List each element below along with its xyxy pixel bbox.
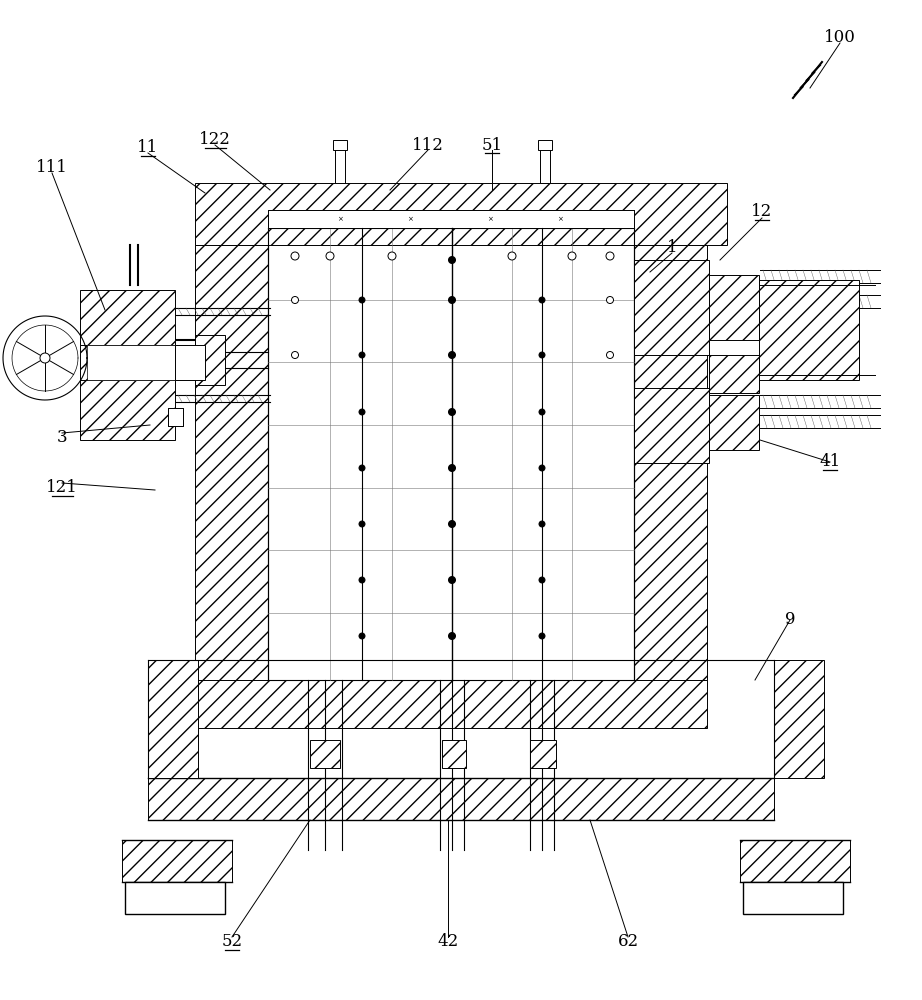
- Text: 121: 121: [46, 480, 78, 496]
- Text: 62: 62: [618, 934, 639, 950]
- Circle shape: [291, 296, 299, 304]
- Circle shape: [359, 297, 365, 303]
- Text: ×: ×: [487, 216, 493, 222]
- Bar: [168, 408, 183, 426]
- Bar: [195, 680, 707, 728]
- Bar: [80, 345, 105, 380]
- Circle shape: [359, 352, 365, 358]
- Bar: [634, 388, 709, 463]
- Circle shape: [606, 252, 614, 260]
- Bar: [148, 660, 198, 778]
- Circle shape: [539, 409, 545, 415]
- Circle shape: [359, 409, 365, 415]
- Circle shape: [448, 408, 455, 416]
- Bar: [759, 280, 859, 380]
- Circle shape: [388, 252, 396, 260]
- Circle shape: [539, 633, 545, 639]
- Text: 100: 100: [824, 29, 856, 46]
- Text: ×: ×: [557, 216, 563, 222]
- Bar: [743, 882, 843, 914]
- Bar: [268, 228, 634, 680]
- Circle shape: [508, 252, 516, 260]
- Text: 11: 11: [137, 139, 159, 156]
- Text: 41: 41: [820, 454, 841, 471]
- Circle shape: [40, 353, 50, 363]
- Circle shape: [539, 465, 545, 471]
- Bar: [310, 740, 340, 768]
- Bar: [125, 882, 225, 914]
- Text: 111: 111: [36, 159, 68, 176]
- Circle shape: [539, 521, 545, 527]
- Circle shape: [359, 521, 365, 527]
- Circle shape: [448, 520, 455, 528]
- Bar: [175, 345, 205, 380]
- Bar: [175, 345, 205, 380]
- Circle shape: [448, 576, 455, 584]
- Circle shape: [359, 633, 365, 639]
- Circle shape: [607, 352, 613, 359]
- Text: 51: 51: [481, 136, 502, 153]
- Bar: [195, 245, 268, 680]
- Circle shape: [448, 633, 455, 640]
- Circle shape: [539, 297, 545, 303]
- Circle shape: [448, 296, 455, 304]
- Bar: [268, 210, 634, 228]
- Text: ×: ×: [407, 216, 413, 222]
- Circle shape: [539, 352, 545, 358]
- Circle shape: [359, 465, 365, 471]
- Bar: [122, 840, 232, 882]
- Bar: [709, 395, 759, 450]
- Bar: [530, 740, 556, 768]
- Text: ×: ×: [337, 216, 343, 222]
- Bar: [195, 335, 225, 385]
- Circle shape: [326, 252, 334, 260]
- Bar: [195, 183, 727, 245]
- Text: 3: 3: [56, 430, 67, 446]
- Text: 122: 122: [199, 131, 230, 148]
- Circle shape: [568, 252, 576, 260]
- Bar: [709, 275, 759, 340]
- Bar: [333, 140, 347, 150]
- Text: 12: 12: [751, 204, 773, 221]
- Circle shape: [607, 296, 613, 304]
- Circle shape: [448, 256, 455, 263]
- Bar: [80, 380, 175, 440]
- Bar: [148, 778, 774, 820]
- Circle shape: [291, 352, 299, 359]
- Bar: [87, 345, 175, 380]
- Bar: [634, 260, 709, 355]
- Circle shape: [448, 352, 455, 359]
- Text: 52: 52: [221, 934, 242, 950]
- Bar: [540, 148, 550, 183]
- Circle shape: [359, 577, 365, 583]
- Circle shape: [448, 464, 455, 472]
- Bar: [538, 140, 552, 150]
- Text: 1: 1: [667, 239, 678, 256]
- Circle shape: [539, 577, 545, 583]
- Bar: [634, 245, 707, 680]
- Bar: [709, 355, 759, 393]
- Bar: [442, 740, 466, 768]
- Text: 42: 42: [437, 934, 458, 950]
- Text: 112: 112: [412, 136, 443, 153]
- Bar: [80, 290, 175, 345]
- Bar: [740, 840, 850, 882]
- Bar: [168, 408, 183, 426]
- Circle shape: [291, 252, 299, 260]
- Bar: [774, 660, 824, 778]
- Text: 9: 9: [785, 611, 796, 629]
- Bar: [335, 148, 345, 183]
